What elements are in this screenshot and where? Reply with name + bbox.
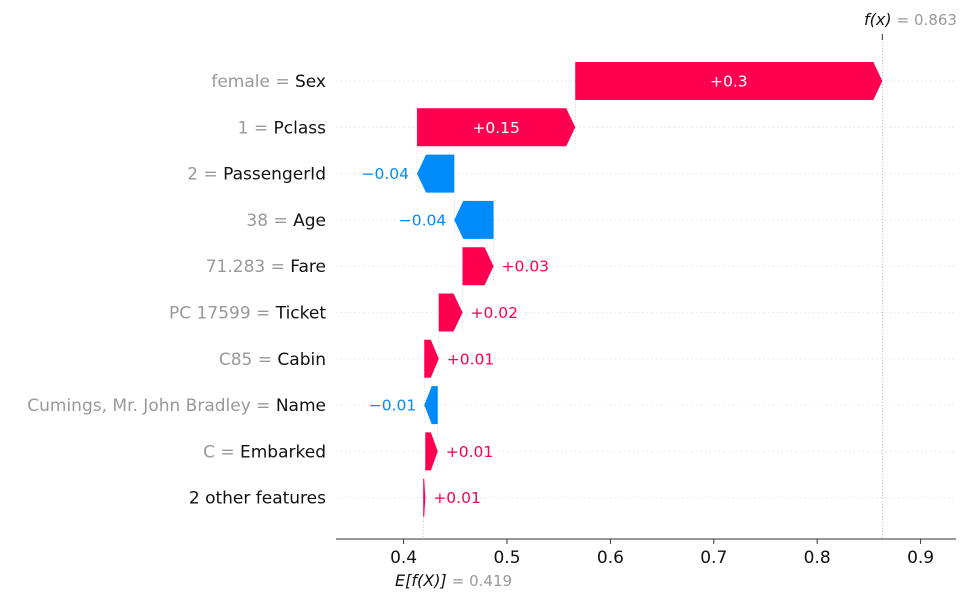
feature-label: 1 = Pclass [238,118,326,138]
bar-connectors [416,62,576,517]
x-tick-label: 0.8 [804,548,831,568]
bar-2-other-features [423,478,426,517]
bar-sex [575,62,883,100]
bar-value-label: +0.01 [433,489,481,507]
feature-value: 38 = [246,211,293,231]
x-tick-label: 0.4 [390,548,417,568]
bar-value-label: +0.3 [710,73,748,91]
bar-fare [462,247,494,286]
feature-name: Fare [290,257,326,277]
feature-name: Cabin [277,350,326,370]
feature-value: Cumings, Mr. John Bradley = [27,396,276,416]
output-value-symbol: f(x) [864,10,897,29]
feature-name: Embarked [240,442,326,462]
feature-name: Name [276,396,326,416]
feature-value: C = [203,442,240,462]
feature-label: 2 = PassengerId [187,165,326,185]
bar-cabin [424,339,439,378]
bar-value-label: +0.01 [446,443,494,461]
feature-label: C85 = Cabin [219,350,326,370]
feature-name: Sex [295,72,326,92]
x-tick-label: 0.6 [597,548,624,568]
bar-value-label: +0.03 [502,258,549,276]
feature-name: PassengerId [223,165,326,185]
bars: +0.3 +0.15 −0.04 −0.04 +0.03 +0.02 +0.01 −0.01 +… [362,62,883,517]
feature-label: female = Sex [211,72,326,92]
base-value-number: = 0.419 [452,572,512,590]
feature-value: C85 = [219,350,278,370]
bar-value-label: +0.15 [472,119,520,137]
bar-ticket [438,293,463,332]
feature-name: Ticket [275,304,327,324]
feature-value: PC 17599 = [169,304,276,324]
feature-name: Age [293,211,326,231]
output-value-annotation: f(x) = 0.863 [864,10,957,29]
feature-label: Cumings, Mr. John Bradley = Name [27,396,326,416]
feature-value: 1 = [238,118,274,138]
bar-value-label: −0.04 [362,165,410,183]
feature-label: 2 other features [189,489,326,509]
feature-labels: female = Sex 1 = Pclass 2 = PassengerId 38 … [27,72,326,509]
bar-value-label: +0.01 [447,350,495,368]
bar-name [424,386,438,425]
feature-name: Pclass [274,118,327,138]
feature-label: 71.283 = Fare [206,257,326,277]
bar-value-label: −0.04 [399,211,447,229]
feature-value: female = [211,72,295,92]
x-tick-label: 0.7 [700,548,727,568]
feature-value: 2 = [187,165,223,185]
x-tick-label: 0.9 [907,548,934,568]
feature-value: 71.283 = [206,257,291,277]
feature-name: 2 other features [189,489,326,509]
x-axis: 0.4 0.5 0.6 0.7 0.8 0.9 [336,538,956,568]
annotations: E[f(X)] = 0.419 f(x) = 0.863 [395,10,957,590]
feature-label: PC 17599 = Ticket [169,304,326,324]
feature-label: C = Embarked [203,442,326,462]
bar-age [454,200,494,239]
bar-value-label: +0.02 [471,304,518,322]
x-tick-label: 0.5 [493,548,520,568]
feature-label: 38 = Age [246,211,326,231]
bar-passengerid [417,154,455,193]
bar-embarked [425,432,438,471]
base-value-annotation: E[f(X)] = 0.419 [395,571,512,590]
bar-pclass [417,108,576,147]
output-value-number: = 0.863 [897,11,957,29]
base-value-symbol: E[f(X)] [395,571,452,590]
bar-value-label: −0.01 [369,397,417,415]
